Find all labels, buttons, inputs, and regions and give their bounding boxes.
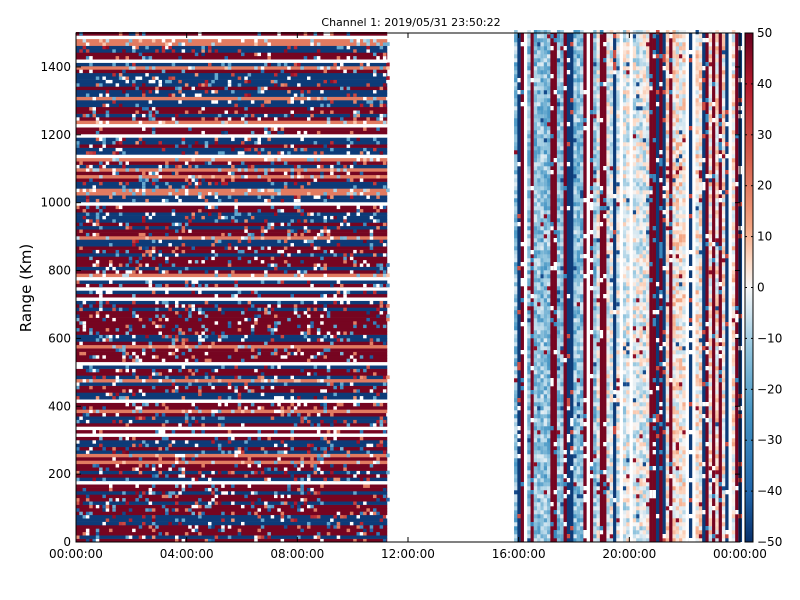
y-tick-label: 1400 (40, 60, 71, 74)
colorbar-tick-label: 0 (757, 281, 765, 295)
y-tick-label: 1000 (40, 196, 71, 210)
colorbar-tick-label: −10 (757, 331, 782, 345)
colorbar-ticks: 50 40 30 20 10 0 −10 −20 −30 −40 −50 (745, 26, 782, 549)
y-tick-label: 0 (63, 535, 71, 549)
colorbar-tick-label: 40 (757, 77, 772, 91)
x-tick-label: 00:00:00 (713, 547, 767, 561)
x-tick-label: 00:00:00 (49, 547, 103, 561)
x-axis: 00:00:00 04:00:00 08:00:00 12:00:00 16:00:00… (49, 33, 767, 561)
x-tick-label: 08:00:00 (270, 547, 324, 561)
plot-area (76, 30, 743, 543)
y-tick-label: 600 (48, 331, 71, 345)
x-tick-label: 16:00:00 (492, 547, 546, 561)
colorbar-tick-label: 30 (757, 128, 772, 142)
y-tick-label: 400 (48, 399, 71, 413)
y-axis: 0 200 400 600 800 1000 1200 1400 (40, 60, 740, 549)
colorbar-tick-label: −20 (757, 382, 782, 396)
colorbar-tick-label: −40 (757, 484, 782, 498)
y-tick-label: 1200 (40, 128, 71, 142)
colorbar-tick-label: 20 (757, 179, 772, 193)
heatmap-segment-evening (514, 30, 743, 543)
heatmap-segment-morning (76, 32, 390, 543)
x-tick-label: 04:00:00 (160, 547, 214, 561)
y-tick-label: 200 (48, 467, 71, 481)
x-tick-label: 20:00:00 (602, 547, 656, 561)
colorbar-tick-label: −30 (757, 433, 782, 447)
colorbar-tick-label: 10 (757, 230, 772, 244)
colorbar-tick-label: 50 (757, 26, 772, 40)
y-axis-label: Range (Km) (17, 244, 35, 332)
x-tick-label: 12:00:00 (381, 547, 435, 561)
y-tick-label: 800 (48, 264, 71, 278)
chart-title: Channel 1: 2019/05/31 23:50:22 (321, 16, 500, 29)
colorbar-tick-label: −50 (757, 535, 782, 549)
